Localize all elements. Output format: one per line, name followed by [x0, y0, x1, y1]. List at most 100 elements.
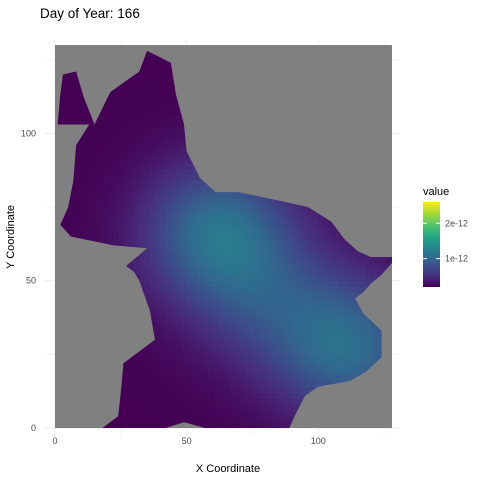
heat-cell — [260, 392, 267, 399]
heat-cell — [160, 369, 166, 376]
heat-cell — [370, 274, 377, 282]
heat-cell — [128, 215, 135, 223]
heat-cell — [170, 239, 177, 246]
heat-cell — [155, 227, 161, 234]
heat-cell — [249, 410, 256, 417]
heat-cell — [286, 374, 293, 382]
heat-cell — [197, 286, 203, 293]
heat-cell — [155, 392, 161, 399]
heat-cell — [160, 333, 166, 341]
heat-cell — [133, 263, 140, 270]
heat-cell — [212, 339, 219, 346]
heat-cell — [265, 380, 272, 388]
heat-cell — [302, 363, 309, 370]
heat-cell — [328, 233, 335, 240]
heat-cell — [344, 357, 351, 364]
heat-cell — [76, 233, 82, 240]
heat-cell — [291, 321, 298, 329]
heat-cell — [86, 121, 93, 128]
heat-cell — [197, 410, 203, 417]
heat-cell — [339, 327, 346, 335]
heat-cell — [181, 404, 188, 411]
heat-cell — [344, 321, 351, 329]
heat-cell — [197, 321, 203, 329]
heat-cell — [191, 263, 198, 270]
heat-cell — [244, 345, 251, 352]
heat-cell — [139, 68, 145, 75]
heat-cell — [118, 133, 124, 140]
heat-cell — [218, 268, 224, 276]
heat-cell — [123, 410, 130, 417]
heat-cell — [102, 215, 109, 223]
heat-cell — [276, 286, 282, 293]
heat-cell — [91, 174, 98, 181]
heat-cell — [155, 86, 161, 93]
heat-cell — [207, 369, 214, 376]
heat-cell — [181, 345, 188, 352]
heat-cell — [218, 245, 224, 252]
heat-cell — [228, 274, 235, 282]
heat-cell — [370, 257, 377, 264]
heat-cell — [355, 321, 361, 329]
heat-cell — [265, 369, 272, 376]
heat-cell — [223, 398, 230, 405]
heat-cell — [202, 298, 209, 305]
heat-cell — [102, 133, 109, 140]
heat-cell — [276, 251, 282, 258]
heat-cell — [191, 404, 198, 411]
heat-cell — [281, 404, 288, 411]
heat-cell — [281, 351, 288, 358]
heat-cell — [160, 68, 166, 75]
heat-cell — [197, 233, 203, 240]
heat-cell — [133, 115, 140, 122]
heat-cell — [202, 198, 209, 205]
heat-cell — [281, 410, 288, 417]
heat-cell — [276, 257, 282, 264]
heat-cell — [160, 168, 166, 176]
heat-cell — [323, 351, 330, 358]
heat-cell — [260, 233, 267, 240]
heat-cell — [144, 263, 151, 270]
heat-cell — [291, 333, 298, 341]
heat-cell — [165, 268, 172, 276]
heat-cell — [265, 204, 272, 211]
heat-cell — [218, 204, 224, 211]
heat-cell — [176, 115, 182, 122]
heat-cell — [281, 215, 288, 223]
heat-cell — [323, 374, 330, 382]
heat-cell — [70, 74, 77, 81]
heat-cell — [197, 192, 203, 199]
heat-cell — [197, 239, 203, 246]
heat-cell — [97, 209, 103, 217]
heat-cell — [197, 345, 203, 352]
heat-cell — [197, 263, 203, 270]
heat-cell — [328, 298, 335, 305]
heat-cell — [70, 86, 77, 93]
heat-cell — [307, 363, 314, 370]
heat-cell — [149, 151, 156, 158]
heat-cell — [139, 80, 145, 87]
heat-cell — [202, 351, 209, 358]
heat-cell — [186, 316, 193, 323]
heat-cell — [207, 192, 214, 199]
heat-cell — [360, 333, 367, 341]
heat-cell — [276, 398, 282, 405]
heat-cell — [149, 139, 156, 146]
heat-cell — [307, 339, 314, 346]
heat-cell — [228, 404, 235, 411]
heat-cell — [176, 268, 182, 276]
heat-cell — [170, 363, 177, 370]
heat-cell — [218, 392, 224, 399]
heat-cell — [212, 410, 219, 417]
heat-cell — [202, 374, 209, 382]
heat-cell — [239, 274, 245, 282]
heat-cell — [249, 204, 256, 211]
heat-cell — [181, 380, 188, 388]
heat-cell — [165, 404, 172, 411]
heat-cell — [339, 274, 346, 282]
heat-cell — [249, 363, 256, 370]
heat-cell — [170, 115, 177, 122]
heat-cell — [170, 145, 177, 152]
heat-cell — [318, 339, 324, 346]
